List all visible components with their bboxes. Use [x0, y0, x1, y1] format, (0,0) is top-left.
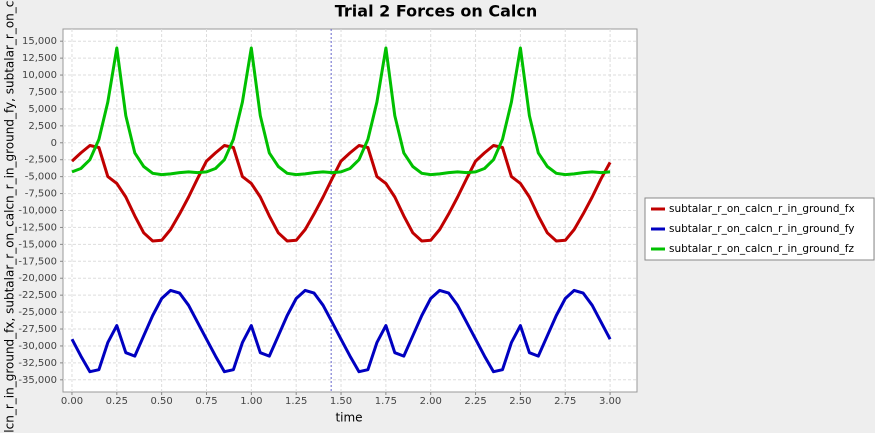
- legend-label: subtalar_r_on_calcn_r_in_ground_fy: [669, 223, 854, 235]
- chart-title: Trial 2 Forces on Calcn: [335, 2, 538, 21]
- legend-label: subtalar_r_on_calcn_r_in_ground_fx: [669, 203, 855, 215]
- y-tick-label: -32,500: [18, 358, 57, 369]
- series-line: [71, 46, 611, 177]
- y-tick-label: -10,000: [18, 206, 57, 217]
- x-tick-label: 2.00: [420, 396, 442, 407]
- y-tick-label: -5,000: [25, 172, 57, 183]
- y-tick-label: 0: [51, 138, 57, 149]
- y-tick-label: -7,500: [25, 189, 57, 200]
- y-tick-label: 7,500: [28, 87, 57, 98]
- y-tick-label: 2,500: [28, 121, 57, 132]
- y-axis-label: calcn_r_in_ground_fx, subtalar_r_on_calc…: [3, 0, 17, 433]
- x-tick-label: 1.25: [285, 396, 307, 407]
- x-tick-label: 0.75: [195, 396, 217, 407]
- y-tick-label: 5,000: [28, 104, 57, 115]
- x-tick-label: 2.50: [509, 396, 531, 407]
- y-tick-label: -30,000: [18, 341, 57, 352]
- x-tick-label: 2.75: [554, 396, 576, 407]
- legend-label: subtalar_r_on_calcn_r_in_ground_fz: [669, 243, 854, 255]
- y-tick-label: -35,000: [18, 375, 57, 386]
- y-tick-label: -17,500: [18, 256, 57, 267]
- series-line: [70, 144, 612, 243]
- y-tick-label: -15,000: [18, 239, 57, 250]
- y-tick-label: -12,500: [18, 222, 57, 233]
- x-tick-label: 3.00: [599, 396, 621, 407]
- y-tick-label: -20,000: [18, 273, 57, 284]
- y-tick-label: -22,500: [18, 290, 57, 301]
- series-line: [70, 288, 612, 374]
- x-tick-label: 2.25: [464, 396, 486, 407]
- x-tick-label: 0.00: [61, 396, 83, 407]
- x-tick-label: 1.00: [240, 396, 262, 407]
- y-tick-label: -2,500: [25, 155, 57, 166]
- x-tick-label: 0.50: [151, 396, 173, 407]
- y-tick-label: 10,000: [22, 70, 57, 81]
- y-tick-label: 12,500: [22, 53, 57, 64]
- x-tick-label: 1.75: [375, 396, 397, 407]
- x-axis-label: time: [335, 411, 362, 425]
- y-tick-label: -27,500: [18, 324, 57, 335]
- y-tick-label: -25,000: [18, 307, 57, 318]
- x-tick-label: 1.50: [330, 396, 352, 407]
- y-tick-label: 15,000: [22, 36, 57, 47]
- legend-box: [644, 197, 875, 261]
- x-tick-label: 0.25: [106, 396, 128, 407]
